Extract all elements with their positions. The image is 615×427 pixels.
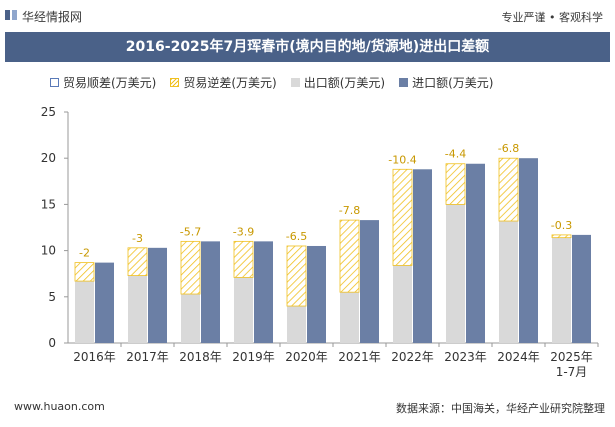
- legend-label-deficit: 贸易逆差(万美元): [183, 76, 277, 90]
- import-bar: [148, 247, 167, 343]
- deficit-bar: [445, 163, 466, 205]
- tagline: 专业严谨 • 客观科学: [501, 11, 603, 24]
- footer-site: www.huaon.com: [14, 400, 105, 413]
- import-swatch: [399, 78, 409, 87]
- export-bar: [287, 306, 306, 343]
- export-bar: [340, 292, 359, 343]
- deficit-bar: [392, 168, 413, 266]
- deficit-bar: [498, 157, 519, 222]
- legend-item-deficit: 贸易逆差(万美元): [170, 74, 277, 91]
- export-bar: [393, 265, 412, 343]
- import-bar: [201, 241, 220, 343]
- balance-data-label: -6.8: [498, 142, 519, 155]
- balance-data-label: -6.5: [286, 230, 307, 243]
- x-tick-label: 2018年: [179, 350, 222, 364]
- deficit-swatch: [170, 78, 180, 87]
- balance-data-label: -0.3: [551, 219, 572, 232]
- deficit-bar: [233, 240, 254, 278]
- deficit-bar: [286, 245, 307, 307]
- export-bar: [75, 281, 94, 343]
- y-tick-label: 25: [41, 105, 56, 119]
- import-bar: [95, 262, 114, 343]
- export-bar: [446, 204, 465, 343]
- brand-name: 华经情报网: [22, 10, 83, 24]
- x-tick-label: 1-7月: [556, 365, 588, 379]
- deficit-bar: [180, 240, 201, 295]
- surplus-swatch: [50, 78, 59, 87]
- chart-legend: 贸易顺差(万美元) 贸易逆差(万美元) 出口额(万美元) 进口额(万美元): [50, 74, 494, 91]
- y-tick-label: 20: [41, 151, 56, 165]
- x-tick-label: 2020年: [285, 350, 328, 364]
- top-bar: 华经情报网 专业严谨 • 客观科学: [0, 0, 615, 32]
- balance-data-label: -2: [79, 247, 90, 260]
- export-bar: [552, 237, 571, 343]
- import-bar: [307, 245, 326, 343]
- deficit-bar: [74, 262, 95, 282]
- legend-item-import: 进口额(万美元): [399, 74, 494, 91]
- balance-data-label: -5.7: [180, 225, 201, 238]
- balance-data-label: -3.9: [233, 225, 254, 238]
- import-bar: [519, 158, 538, 343]
- deficit-bar: [127, 247, 148, 276]
- legend-label-import: 进口额(万美元): [412, 76, 494, 90]
- x-tick-label: 2024年: [497, 350, 540, 364]
- export-bar: [181, 294, 200, 343]
- balance-data-label: -7.8: [339, 204, 360, 217]
- chart-title: 2016-2025年7月珲春市(境内目的地/货源地)进出口差额: [125, 39, 490, 55]
- x-tick-label: 2022年: [391, 350, 434, 364]
- export-swatch: [290, 78, 300, 87]
- export-bar: [128, 275, 147, 343]
- x-tick-label: 2019年: [232, 350, 275, 364]
- legend-item-surplus: 贸易顺差(万美元): [50, 74, 156, 91]
- x-tick-label: 2021年: [338, 350, 381, 364]
- x-tick-label: 2025年: [550, 350, 593, 364]
- import-bar: [572, 234, 591, 343]
- x-tick-label: 2017年: [126, 350, 169, 364]
- export-bar: [499, 221, 518, 343]
- y-tick-label: 5: [48, 290, 56, 304]
- logo-icon: [5, 10, 17, 20]
- y-tick-label: 15: [41, 197, 56, 211]
- x-tick-label: 2023年: [444, 350, 487, 364]
- y-tick-label: 0: [48, 336, 56, 350]
- chart-canvas: 0 5 10 15 20 25 2016年 2017年 2018年 2019年 2020年 2021年…: [41, 105, 599, 379]
- deficit-bar: [339, 219, 360, 293]
- footer-source: 数据来源：中国海关，华经产业研究院整理: [396, 402, 605, 415]
- balance-data-label: -4.4: [445, 148, 466, 161]
- export-bar: [234, 277, 253, 343]
- legend-label-export: 出口额(万美元): [303, 76, 386, 90]
- balance-data-label: -3: [132, 232, 143, 245]
- import-bar: [466, 163, 485, 343]
- legend-item-export: 出口额(万美元): [290, 74, 386, 91]
- y-tick-label: 10: [41, 244, 56, 258]
- x-tick-label: 2016年: [73, 350, 116, 364]
- footer: www.huaon.com 数据来源：中国海关，华经产业研究院整理: [0, 392, 615, 427]
- import-bar: [413, 169, 432, 343]
- deficit-bar: [551, 234, 572, 239]
- import-bar: [360, 220, 379, 343]
- balance-data-label: -10.4: [388, 153, 416, 166]
- import-bar: [254, 241, 273, 343]
- legend-label-surplus: 贸易顺差(万美元): [63, 76, 157, 90]
- title-bar: 2016-2025年7月珲春市(境内目的地/货源地)进出口差额: [5, 32, 610, 62]
